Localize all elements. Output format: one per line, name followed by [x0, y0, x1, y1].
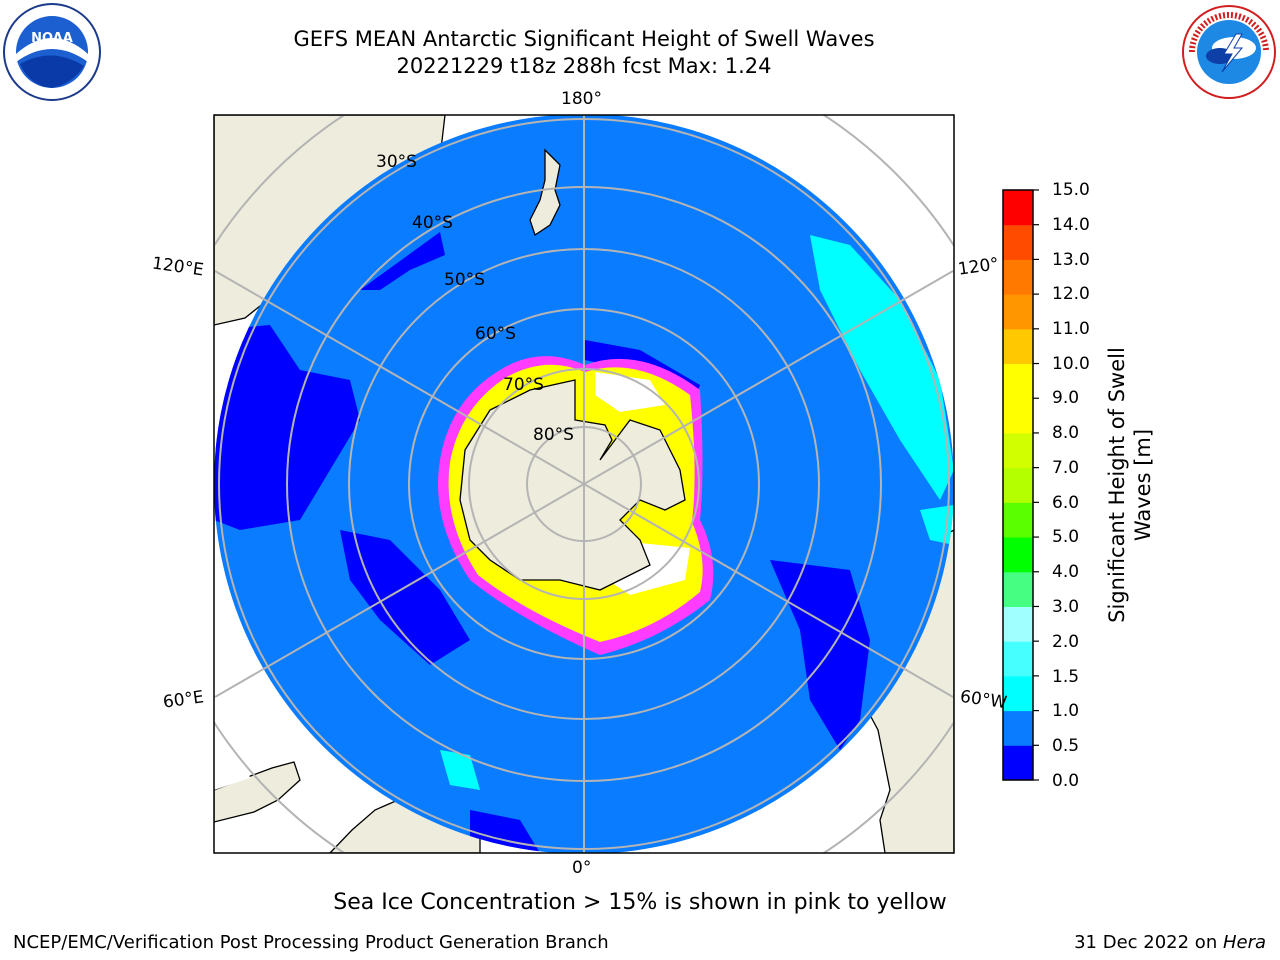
- cbar-tick: 9.0: [1052, 388, 1080, 408]
- footer-date: 31 Dec 2022 on Hera: [1074, 932, 1266, 953]
- cbar-tick: 4.0: [1052, 562, 1080, 582]
- cbar-tick: 2.0: [1052, 632, 1080, 652]
- cbar-tick: 0.0: [1052, 771, 1080, 791]
- colorbar-segment: [1003, 294, 1033, 330]
- colorbar: [1002, 189, 1039, 781]
- colorbar-segment: [1003, 745, 1033, 781]
- colorbar-segment: [1003, 432, 1033, 469]
- colorbar-segment: [1003, 363, 1033, 399]
- lat-label-70s: 70°S: [503, 375, 544, 395]
- cbar-tick: 10.0: [1052, 354, 1090, 374]
- colorbar-segment: [1003, 328, 1033, 365]
- cbar-tick: 6.0: [1052, 493, 1080, 513]
- colorbar-frame: [1002, 189, 1034, 781]
- cbar-tick: 14.0: [1052, 215, 1090, 235]
- cbar-tick: 8.0: [1052, 423, 1080, 443]
- colorbar-segment: [1003, 537, 1033, 573]
- cbar-tick: 12.0: [1052, 284, 1090, 304]
- cbar-tick: 5.0: [1052, 527, 1080, 547]
- indian-ocean-outer: [214, 325, 250, 790]
- noaa-logo-text: NOAA: [31, 31, 73, 46]
- chart-title: GEFS MEAN Antarctic Significant Height o…: [293, 27, 875, 51]
- low-swell-regions: [214, 232, 870, 853]
- cbar-tick: 3.0: [1052, 597, 1080, 617]
- antarctica-land: [459, 379, 686, 591]
- cbar-tick: 15.0: [1052, 180, 1090, 200]
- colorbar-segment: [1003, 710, 1033, 746]
- colorbar-segment: [1003, 467, 1033, 503]
- colorbar-segment: [1003, 224, 1033, 260]
- cbar-tick: 11.0: [1052, 319, 1090, 339]
- chart-subtitle: 20221229 t18z 288h fcst Max: 1.24: [396, 54, 772, 78]
- sea-ice-note: Sea Ice Concentration > 15% is shown in …: [333, 890, 947, 915]
- colorbar-segment: [1003, 675, 1033, 712]
- lon-label-0: 0°: [572, 858, 592, 878]
- colorbar-segment: [1003, 190, 1033, 226]
- cbar-tick: 7.0: [1052, 458, 1080, 478]
- noaa-logo: NOAA: [3, 3, 101, 101]
- colorbar-segment: [1003, 259, 1033, 295]
- footer-branch: NCEP/EMC/Verification Post Processing Pr…: [13, 932, 609, 953]
- cbar-tick: 0.5: [1052, 736, 1080, 756]
- lat-label-80s: 80°S: [533, 425, 574, 445]
- graticule: [214, 115, 954, 853]
- lat-label-30s: 30°S: [376, 152, 417, 172]
- colorbar-segment: [1003, 398, 1033, 434]
- footer-host: Hera: [1222, 932, 1266, 953]
- cbar-tick: 13.0: [1052, 250, 1090, 270]
- colorbar-segment: [1003, 571, 1033, 607]
- colorbar-label: Significant Height of Swell Waves [m]: [1105, 347, 1155, 623]
- footer-date-text: 31 Dec 2022 on: [1074, 932, 1223, 953]
- colorbar-segment: [1003, 502, 1033, 538]
- cbar-tick: 1.0: [1052, 701, 1080, 721]
- colorbar-segment: [1003, 606, 1033, 642]
- lat-label-40s: 40°S: [412, 213, 453, 233]
- moderate-swell-regions: [440, 235, 954, 790]
- cbar-tick: 1.5: [1052, 667, 1080, 687]
- colorbar-segment: [1003, 641, 1033, 677]
- lon-label-180: 180°: [561, 89, 602, 109]
- nws-logo: [1182, 5, 1276, 99]
- lat-label-60s: 60°S: [475, 324, 516, 344]
- map-frame: [213, 114, 955, 854]
- lat-label-50s: 50°S: [444, 270, 485, 290]
